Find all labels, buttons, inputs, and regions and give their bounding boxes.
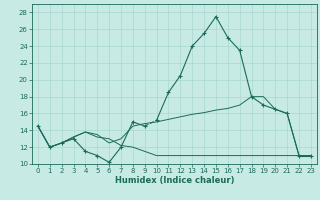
X-axis label: Humidex (Indice chaleur): Humidex (Indice chaleur): [115, 176, 234, 185]
